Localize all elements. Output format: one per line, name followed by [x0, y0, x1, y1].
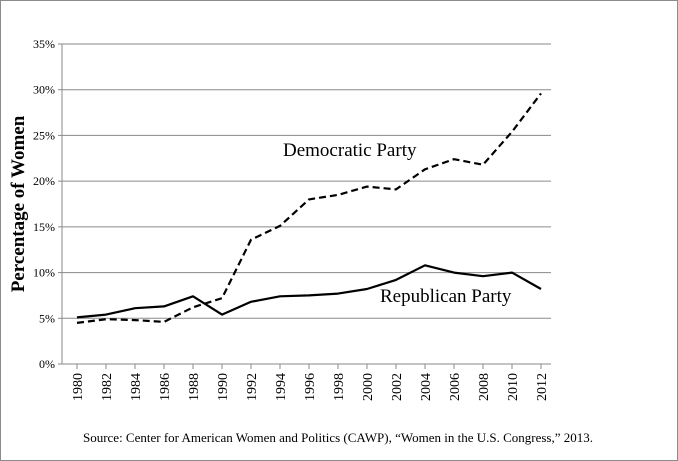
y-tick-label: 5% — [39, 311, 55, 325]
gridlines — [62, 43, 551, 319]
x-tick-label: 2012 — [535, 373, 550, 401]
series-line-republican — [76, 264, 542, 319]
series-label-democratic: Democratic Party — [283, 140, 417, 161]
x-tick-label: 1994 — [274, 373, 289, 401]
x-tick-label: 2000 — [361, 373, 376, 401]
y-tick-label: 0% — [39, 357, 55, 371]
y-tick-label: 35% — [33, 37, 55, 51]
y-tick-label: 30% — [33, 83, 55, 97]
series-label-republican: Republican Party — [380, 286, 512, 307]
series-line-democratic — [76, 92, 542, 324]
y-tick-label: 15% — [33, 220, 55, 234]
x-tick-label: 1990 — [216, 373, 231, 401]
series-lines — [76, 92, 542, 324]
x-tick-label: 2006 — [448, 373, 463, 401]
y-tick-label: 25% — [33, 128, 55, 142]
x-tick-label: 1998 — [332, 373, 347, 401]
x-tick-label: 1980 — [71, 373, 86, 401]
x-tick-label: 1992 — [245, 373, 260, 401]
x-tick-labels: 1980 1982 1984 1986 1988 1990 1992 1994 1996 1998… — [71, 373, 550, 401]
x-tick-label: 2010 — [506, 373, 521, 401]
source-note: Source: Center for American Women and Po… — [82, 430, 594, 445]
y-axis-label: Percentage of Women — [8, 115, 29, 292]
x-tick-label: 1988 — [187, 373, 202, 401]
x-tick-label: 2004 — [419, 373, 434, 401]
x-tick-label: 1986 — [158, 373, 173, 401]
x-tick-label: 2008 — [477, 373, 492, 401]
x-tick-label: 1984 — [129, 373, 144, 401]
y-tick-label: 10% — [33, 266, 55, 280]
x-tick-label: 1996 — [303, 373, 318, 401]
y-tick-label: 20% — [33, 174, 55, 188]
axes — [58, 43, 551, 369]
x-tick-label: 2002 — [390, 373, 405, 401]
y-tick-labels: 0% 5% 10% 15% 20% 25% 30% 35% — [33, 37, 55, 371]
x-tick-label: 1982 — [100, 373, 115, 401]
